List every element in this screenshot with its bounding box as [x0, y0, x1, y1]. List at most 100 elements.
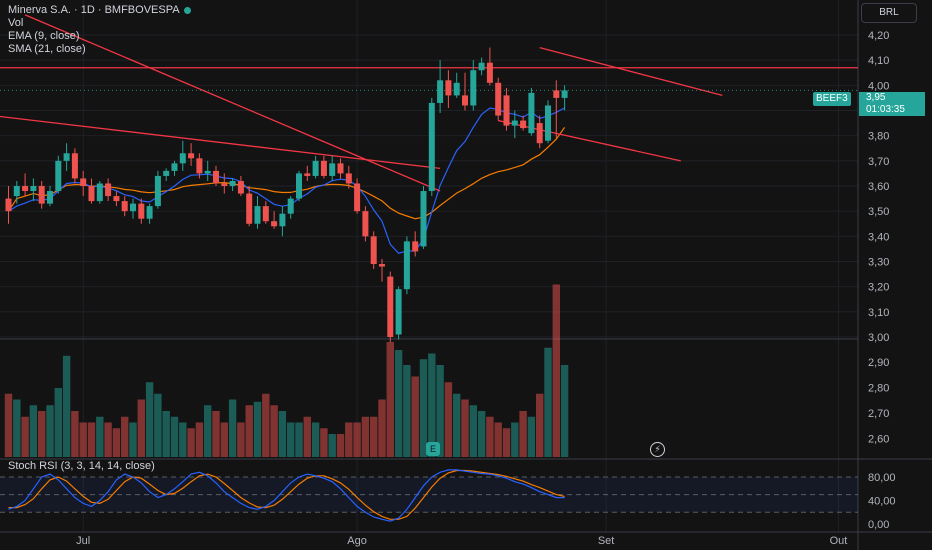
- volume-bar: [96, 416, 104, 457]
- volume-bar: [444, 382, 453, 457]
- volume-bar: [4, 393, 13, 457]
- candle-body: [453, 82, 460, 96]
- volume-bar: [477, 411, 486, 457]
- dividend-icon[interactable]: ⚡: [650, 442, 665, 457]
- volume-bar: [38, 411, 46, 457]
- candle-body: [412, 241, 419, 252]
- candle-body: [88, 186, 95, 202]
- volume-bar: [453, 393, 461, 457]
- volume-bar: [544, 347, 552, 457]
- volume-bar: [378, 399, 386, 457]
- candle-body: [354, 183, 361, 212]
- candle-body: [337, 163, 344, 174]
- sma-label: SMA (21, close): [8, 43, 86, 55]
- volume-bars: [4, 284, 569, 457]
- volume-bar: [29, 405, 38, 457]
- candle-body: [55, 160, 62, 192]
- volume-bar: [270, 405, 278, 457]
- volume-bar: [428, 353, 436, 457]
- price-tick-label: 3,30: [868, 257, 889, 269]
- volume-bar: [112, 428, 121, 457]
- volume-tick-label: 2,90: [868, 357, 889, 369]
- volume-bar: [311, 422, 320, 457]
- candle-body: [495, 82, 502, 116]
- volume-bar: [361, 416, 370, 457]
- last-price-value: 3,95: [866, 92, 886, 103]
- trendline: [24, 14, 441, 192]
- volume-bar: [162, 411, 170, 457]
- volume-bar: [204, 405, 212, 457]
- price-tick-label: 3,60: [868, 181, 889, 193]
- price-tick-label: 4,20: [868, 30, 889, 42]
- volume-bar: [320, 428, 328, 457]
- last-price-tag: 3,95 01:03:35: [859, 92, 925, 116]
- candle-body: [379, 264, 385, 267]
- volume-bar: [560, 365, 569, 457]
- candle-body: [121, 201, 128, 212]
- volume-bar: [403, 365, 411, 457]
- volume-bar: [71, 411, 79, 457]
- volume-bar: [154, 393, 162, 457]
- x-tick-label: Jul: [76, 535, 90, 547]
- volume-bar: [345, 422, 353, 457]
- candle-body: [154, 175, 161, 207]
- candle-body: [96, 183, 103, 202]
- price-tick-label: 3,40: [868, 231, 889, 243]
- price-tick-label: 3,80: [868, 131, 889, 143]
- volume-bar: [419, 359, 428, 457]
- volume-bar: [253, 401, 262, 457]
- market-status-icon: [183, 6, 191, 14]
- volume-bar: [336, 434, 345, 457]
- volume-bar: [394, 350, 403, 457]
- candles: [5, 47, 568, 343]
- candle-body: [345, 173, 352, 184]
- candle-body: [511, 120, 518, 126]
- candle-body: [229, 180, 236, 186]
- candle-body: [171, 163, 178, 171]
- volume-bar: [386, 342, 394, 457]
- stoch-rsi-pane: [0, 469, 858, 522]
- trendline: [0, 115, 441, 170]
- x-tick-label: Out: [830, 535, 848, 547]
- volume-bar: [353, 422, 361, 457]
- volume-bar: [179, 422, 187, 457]
- volume-bar: [519, 411, 527, 457]
- trendline: [539, 46, 723, 97]
- volume-bar: [502, 428, 511, 457]
- candle-body: [420, 191, 427, 247]
- volume-bar: [494, 422, 502, 457]
- candle-body: [362, 211, 369, 237]
- x-tick-label: Ago: [347, 535, 367, 547]
- candle-body: [395, 289, 402, 335]
- earnings-icon[interactable]: E: [426, 442, 440, 456]
- stoch-k-line: [8, 469, 565, 522]
- volume-bar: [104, 422, 112, 457]
- candle-body: [445, 80, 452, 96]
- candle-body: [188, 153, 195, 159]
- candle-body: [204, 170, 211, 174]
- candle-body: [478, 62, 485, 71]
- vol-label: Vol: [8, 17, 24, 29]
- ema-label: EMA (9, close): [8, 30, 80, 42]
- stoch-rsi-label: Stoch RSI (3, 3, 14, 14, close): [8, 460, 155, 472]
- volume-bar: [121, 416, 129, 457]
- volume-tick-label: 2,60: [868, 434, 889, 446]
- volume-bar: [228, 399, 237, 457]
- stoch-d-line: [8, 469, 565, 520]
- volume-bar: [13, 399, 21, 457]
- price-tick-label: 4,00: [868, 80, 889, 92]
- volume-bar: [79, 422, 87, 457]
- candle-body: [304, 173, 311, 176]
- volume-bar: [328, 434, 336, 457]
- volume-bar: [87, 422, 96, 457]
- volume-bar: [287, 422, 295, 457]
- currency-button[interactable]: BRL: [861, 3, 917, 23]
- candle-body: [163, 170, 170, 176]
- candle-body: [80, 178, 87, 186]
- candle-body: [38, 186, 45, 204]
- candle-body: [271, 221, 278, 227]
- volume-bar: [527, 416, 536, 457]
- candle-body: [470, 70, 477, 106]
- volume-bar: [436, 365, 444, 457]
